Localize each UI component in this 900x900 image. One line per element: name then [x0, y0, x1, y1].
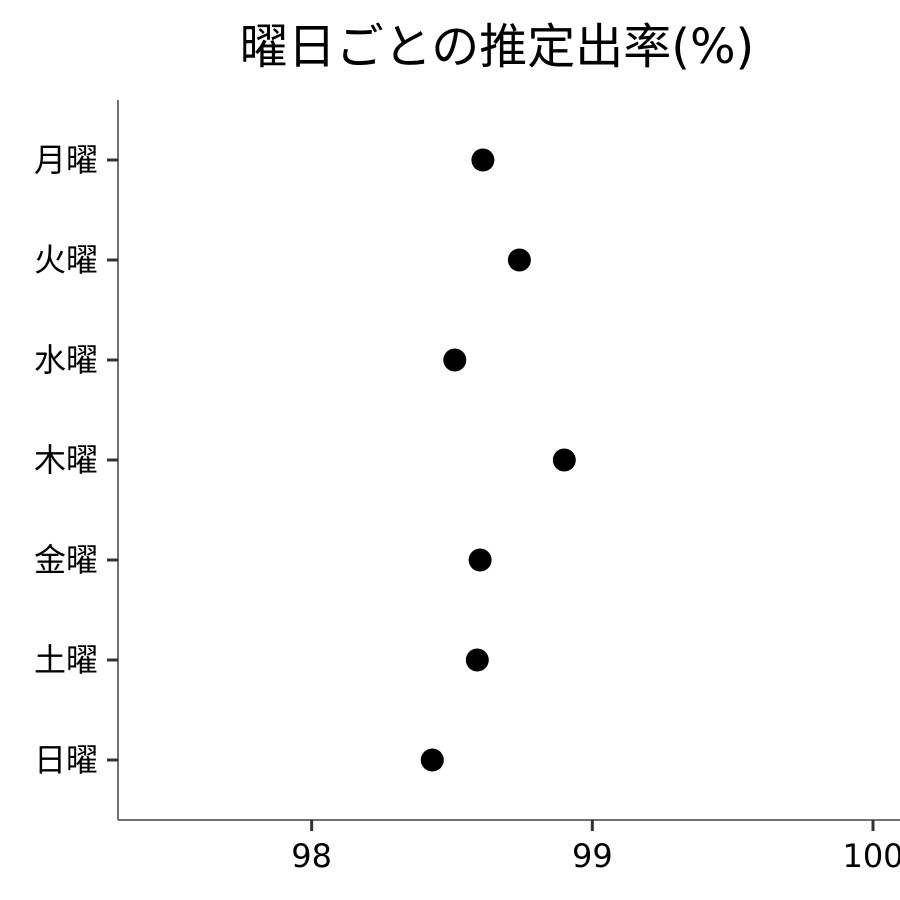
x-axis-ticks: 98 99 100 — [291, 820, 900, 875]
y-tick-label: 水曜 — [34, 341, 98, 379]
data-point — [443, 348, 467, 372]
y-tick-label: 月曜 — [34, 141, 98, 179]
y-tick-label: 木曜 — [34, 441, 98, 479]
data-point — [465, 648, 489, 672]
data-points — [420, 148, 576, 772]
data-point — [471, 148, 495, 172]
data-point — [468, 548, 492, 572]
data-point — [507, 248, 531, 272]
x-tick-label: 99 — [572, 837, 613, 875]
data-point — [552, 448, 576, 472]
y-tick-label: 土曜 — [34, 641, 98, 679]
x-tick-label: 100 — [842, 837, 900, 875]
y-tick-label: 日曜 — [34, 741, 98, 779]
data-point — [420, 748, 444, 772]
x-tick-label: 98 — [291, 837, 332, 875]
y-tick-label: 金曜 — [34, 541, 98, 579]
chart-title: 曜日ごとの推定出率(%) — [240, 19, 755, 75]
y-tick-label: 火曜 — [34, 241, 98, 279]
